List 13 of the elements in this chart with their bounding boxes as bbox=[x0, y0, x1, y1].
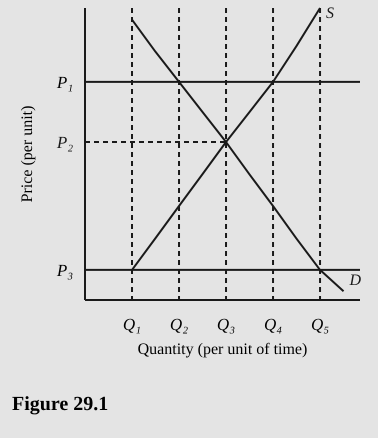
ref-line-label: P₃ bbox=[56, 260, 74, 280]
x-tick-label: Q₂ bbox=[170, 315, 188, 334]
x-tick-label: Q₃ bbox=[216, 315, 236, 334]
x-tick-label: Q₄ bbox=[264, 315, 282, 334]
x-tick-label: Q₅ bbox=[310, 315, 330, 334]
series-label: S bbox=[326, 5, 334, 22]
x-tick-label: Q₁ bbox=[122, 315, 142, 334]
ref-line-label: P₁ bbox=[56, 72, 74, 92]
text: Figure 29.1 bbox=[12, 393, 108, 415]
x-axis-title: Quantity (per unit of time) bbox=[138, 341, 308, 358]
series-label: P₂ bbox=[56, 133, 74, 152]
series-label: D bbox=[348, 272, 362, 290]
y-axis-title: Price (per unit) bbox=[19, 106, 36, 202]
